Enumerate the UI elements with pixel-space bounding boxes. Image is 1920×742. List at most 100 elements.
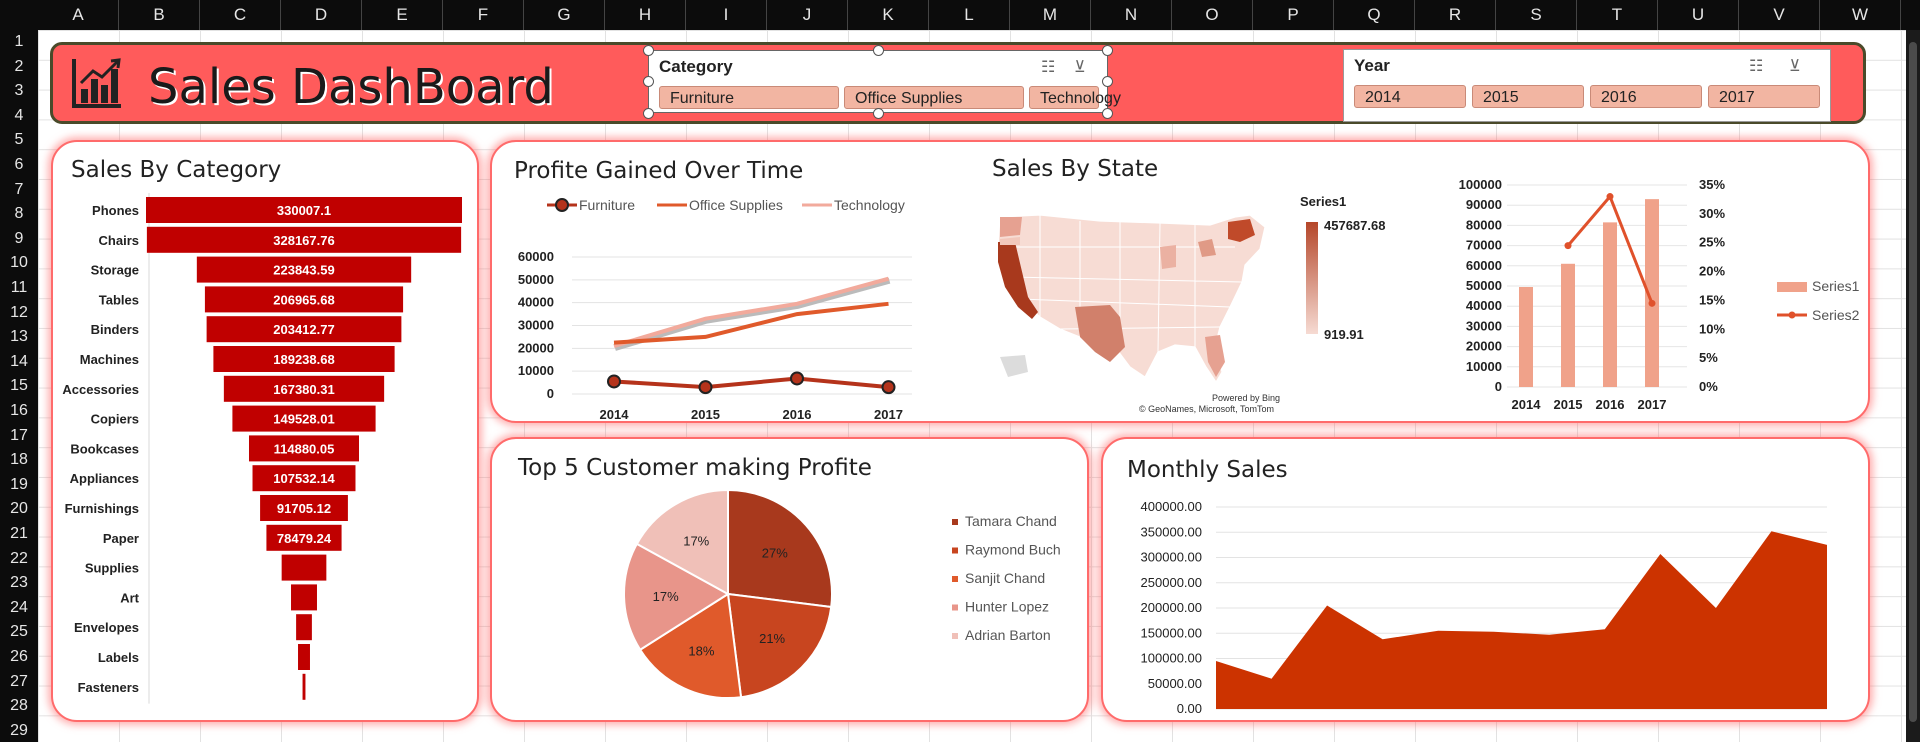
column-header-i[interactable]: I [686,0,767,30]
row-header-19[interactable]: 19 [10,475,28,493]
column-header-v[interactable]: V [1739,0,1820,30]
row-header-12[interactable]: 12 [10,303,28,321]
funnel-bar [223,375,385,402]
column-header-r[interactable]: R [1415,0,1496,30]
funnel-bar [248,435,360,462]
multi-select-icon[interactable]: ☷ [1041,59,1056,76]
category-slicer[interactable]: Category ☷ ⊻ Furniture Office Supplies T… [648,50,1121,113]
profit-state-card[interactable]: Profite Gained Over Time Furniture Office… [490,140,1870,423]
column-header-h[interactable]: H [605,0,686,30]
column-header-q[interactable]: Q [1334,0,1415,30]
data-label: 330007.1 [277,203,331,218]
top-customers-card[interactable]: Top 5 Customer making Profite 27% 21% 18% 1… [490,437,1089,722]
slicer-item-2015[interactable]: 2015 [1472,85,1584,108]
row-header-3[interactable]: 3 [14,82,24,100]
category-label: Copiers [91,412,139,427]
slice-label: 17% [653,589,679,604]
column-header-o[interactable]: O [1172,0,1253,30]
resize-handle[interactable] [1102,108,1113,119]
row-header-16[interactable]: 16 [10,402,28,419]
resize-handle[interactable] [643,45,654,56]
slicer-item-2017[interactable]: 2017 [1708,85,1820,108]
row-header-7[interactable]: 7 [14,180,24,198]
row-header-27[interactable]: 27 [10,672,28,690]
column-header-p[interactable]: P [1253,0,1334,30]
row-header-20[interactable]: 20 [10,500,28,518]
resize-handle[interactable] [643,76,654,87]
row-header-18[interactable]: 18 [10,451,28,469]
row-header-29[interactable]: 29 [10,721,28,739]
funnel-bar [266,524,342,551]
resize-handle[interactable] [1102,76,1113,87]
row-header-14[interactable]: 14 [10,352,28,370]
x-tick-label: 2014 [600,407,630,422]
row-header-25[interactable]: 25 [10,623,28,641]
pie-slice [623,542,730,652]
y2-tick-label: 5% [1699,350,1718,365]
card-title: Top 5 Customer making Profite [518,455,872,481]
legend-label: Raymond Buch [965,542,1061,558]
monthly-sales-card[interactable]: Monthly Sales 400000.00 350000.00 300000.0… [1101,437,1870,722]
slicer-item-2014[interactable]: 2014 [1354,85,1466,108]
row-header-1[interactable]: 1 [14,33,24,50]
row-header-8[interactable]: 8 [14,205,24,223]
legend-marker [555,198,569,212]
row-header-2[interactable]: 2 [14,57,24,75]
column-header-f[interactable]: F [443,0,524,30]
slicer-item-technology[interactable]: Technology [1029,86,1121,109]
row-header-11[interactable]: 11 [10,279,28,296]
column-header-l[interactable]: L [929,0,1010,30]
column-header-s[interactable]: S [1496,0,1577,30]
y-tick-label: 30000 [518,318,554,333]
sales-by-category-card[interactable]: Sales By Category Phones 330007.1 Chairs 32… [51,140,479,722]
funnel-bar [146,226,462,253]
resize-handle[interactable] [1102,45,1113,56]
y-tick-label: 10000 [1466,359,1502,374]
column-header-k[interactable]: K [848,0,929,30]
row-header-28[interactable]: 28 [10,697,28,715]
column-header-t[interactable]: T [1577,0,1658,30]
resize-handle[interactable] [873,108,884,119]
scrollbar-thumb[interactable] [1909,42,1917,722]
column-header-m[interactable]: M [1010,0,1091,30]
row-header-17[interactable]: 17 [10,426,28,444]
multi-select-icon[interactable]: ☷ [1749,58,1764,75]
column-header-u[interactable]: U [1658,0,1739,30]
row-header-22[interactable]: 22 [10,549,28,567]
row-header-10[interactable]: 10 [10,254,28,272]
year-slicer[interactable]: Year ☷ ⊻ 2014 2015 2016 2017 [1343,49,1831,122]
clear-filter-icon[interactable]: ⊻ [1074,59,1086,76]
column-header-a[interactable]: A [38,0,119,30]
column-header-w[interactable]: W [1820,0,1901,30]
y-tick-label: 60000 [1466,258,1502,273]
clear-filter-icon[interactable]: ⊻ [1789,58,1801,75]
row-header-9[interactable]: 9 [14,229,24,247]
row-header-24[interactable]: 24 [10,598,28,616]
column-header-b[interactable]: B [119,0,200,30]
slicer-item-furniture[interactable]: Furniture [659,86,839,109]
row-header-21[interactable]: 21 [10,525,28,542]
row-header-13[interactable]: 13 [10,328,28,346]
category-slicer-label: Category [659,57,733,76]
column-header-e[interactable]: E [362,0,443,30]
column-header-n[interactable]: N [1091,0,1172,30]
resize-handle[interactable] [873,45,884,56]
row-header-6[interactable]: 6 [14,156,24,173]
category-label: Appliances [70,471,139,486]
row-header-4[interactable]: 4 [14,106,24,124]
row-header-15[interactable]: 15 [10,377,28,395]
resize-handle[interactable] [643,108,654,119]
pie-slice [638,592,743,699]
row-header-5[interactable]: 5 [14,131,24,149]
column-header-g[interactable]: G [524,0,605,30]
data-label: 203412.77 [273,322,334,337]
data-label: 149528.01 [273,412,334,427]
vertical-scrollbar[interactable] [1906,30,1920,742]
slicer-item-2016[interactable]: 2016 [1590,85,1702,108]
row-header-26[interactable]: 26 [10,648,28,665]
slicer-item-office-supplies[interactable]: Office Supplies [844,86,1024,109]
column-header-d[interactable]: D [281,0,362,30]
column-header-c[interactable]: C [200,0,281,30]
column-header-j[interactable]: J [767,0,848,30]
row-header-23[interactable]: 23 [10,574,28,592]
